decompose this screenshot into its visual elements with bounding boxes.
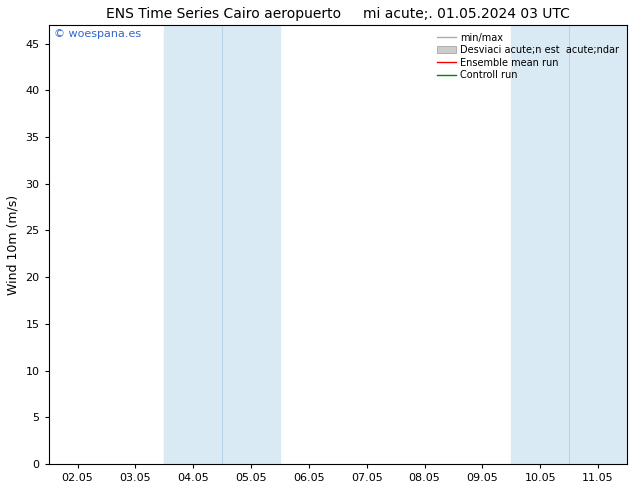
Bar — [512, 25, 627, 464]
Y-axis label: Wind 10m (m/s): Wind 10m (m/s) — [7, 195, 20, 294]
Legend: min/max, Desviaci acute;n est  acute;ndar, Ensemble mean run, Controll run: min/max, Desviaci acute;n est acute;ndar… — [434, 30, 622, 83]
Bar — [164, 25, 280, 464]
Title: ENS Time Series Cairo aeropuerto     mi acute;. 01.05.2024 03 UTC: ENS Time Series Cairo aeropuerto mi acut… — [106, 7, 570, 21]
Text: © woespana.es: © woespana.es — [55, 29, 141, 39]
